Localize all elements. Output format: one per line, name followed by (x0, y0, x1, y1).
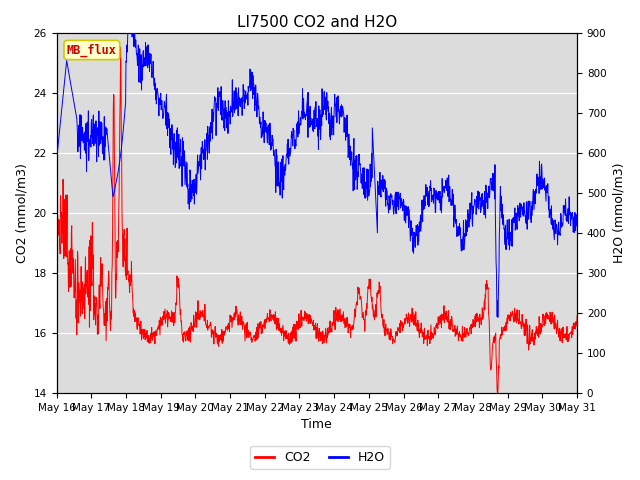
Legend: CO2, H2O: CO2, H2O (250, 446, 390, 469)
X-axis label: Time: Time (301, 419, 332, 432)
Y-axis label: CO2 (mmol/m3): CO2 (mmol/m3) (15, 163, 28, 263)
Title: LI7500 CO2 and H2O: LI7500 CO2 and H2O (237, 15, 397, 30)
Y-axis label: H2O (mmol/m3): H2O (mmol/m3) (612, 163, 625, 263)
Text: MB_flux: MB_flux (67, 43, 117, 57)
